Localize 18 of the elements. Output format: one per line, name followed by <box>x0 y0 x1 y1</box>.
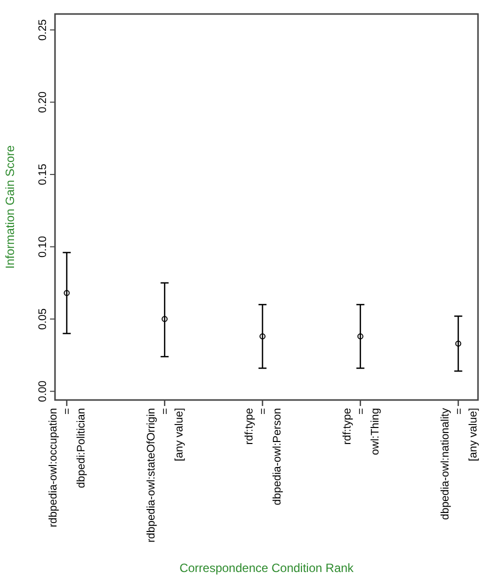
y-tick-label: 0.20 <box>37 91 49 113</box>
y-tick-label: 0.00 <box>37 380 49 402</box>
x-tick-label: rdf:type = dbpedia-owl:Person <box>244 408 284 506</box>
point <box>357 333 364 340</box>
x-tick-label: rdbpedia-owl:stateOfOrrigin = [any value] <box>146 408 186 543</box>
y-tick-label: 0.25 <box>37 19 49 41</box>
y-axis-title: Information Gain Score <box>3 144 17 269</box>
x-tick-label: dbpedia-owl:nationality = [any value] <box>439 408 480 520</box>
x-axis-title: Correspondence Condition Rank <box>179 561 355 575</box>
y-tick-label: 0.15 <box>37 164 49 186</box>
point <box>260 333 266 340</box>
point <box>455 340 462 347</box>
y-tick-label: 0.05 <box>37 308 49 330</box>
point <box>162 316 168 322</box>
point <box>64 290 70 296</box>
x-tick-label: rdbpedia-owl:occupation = dbpedi:Politician <box>48 408 88 528</box>
y-tick-label: 0.10 <box>37 236 49 258</box>
x-tick-label: rdf:type = owl:Thing <box>341 408 382 456</box>
